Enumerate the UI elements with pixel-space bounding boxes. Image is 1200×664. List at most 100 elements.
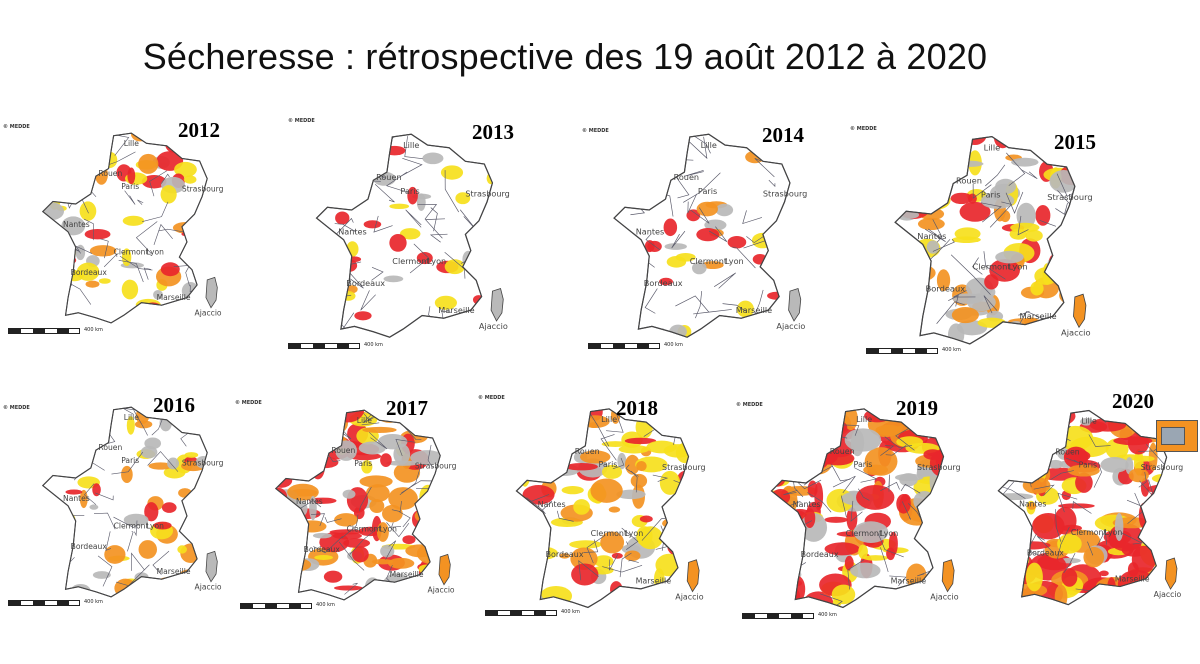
drought-zone: [824, 516, 848, 523]
drought-zone: [556, 418, 575, 433]
city-label-marseille: Marseille: [157, 293, 191, 302]
department-border: [980, 202, 1002, 223]
department-border: [417, 204, 438, 220]
city-label-nantes: Nantes: [636, 226, 665, 236]
department-border: [614, 253, 624, 270]
drought-zone: [952, 136, 968, 146]
drought-zone: [343, 538, 371, 548]
drought-zone: [389, 233, 407, 252]
drought-zone: [477, 254, 493, 271]
drought-zone: [275, 436, 292, 442]
drought-zone: [771, 468, 786, 487]
city-label-rouen: Rouen: [1055, 448, 1079, 457]
drought-zone: [540, 585, 573, 606]
scale-label: 400 km: [364, 342, 383, 348]
department-border: [1120, 532, 1143, 545]
department-border: [847, 559, 865, 590]
department-border: [344, 582, 358, 595]
drought-zone: [659, 470, 681, 495]
city-label-strasbourg: Strasbourg: [182, 184, 224, 193]
drought-zone: [573, 499, 590, 515]
department-border: [405, 209, 422, 228]
department-border: [888, 474, 890, 492]
drought-zone: [639, 515, 653, 523]
drought-zone: [959, 201, 991, 222]
drought-zone: [984, 274, 999, 290]
department-border: [339, 156, 351, 177]
department-border: [850, 500, 863, 522]
drought-zone: [62, 440, 86, 448]
drought-zone: [863, 555, 889, 561]
department-border: [111, 451, 144, 475]
drought-zone: [1054, 584, 1068, 605]
department-border: [948, 294, 959, 307]
drought-zone: [277, 535, 286, 558]
drought-zone: [161, 502, 177, 513]
drought-zone: [630, 473, 648, 488]
map-panel-2012: Lille Rouen Paris Strasbourg Nantes Clermont L…: [5, 118, 245, 333]
department-border: [586, 535, 606, 564]
drought-zone: [667, 537, 689, 557]
drought-zone: [772, 442, 808, 466]
drought-zone: [354, 311, 372, 321]
city-label-clermont: Clermont: [846, 529, 883, 538]
department-border: [49, 557, 66, 576]
drought-zone: [918, 136, 938, 153]
scale-bar: [742, 613, 814, 619]
department-border: [280, 526, 298, 546]
department-border: [668, 134, 680, 148]
department-border: [853, 467, 878, 483]
drought-zone: [547, 432, 561, 454]
drought-zone: [546, 408, 579, 421]
copyright-label: © MEDDE: [582, 128, 609, 134]
drought-zone: [177, 545, 187, 554]
city-label-lille: Lille: [601, 415, 617, 424]
department-border: [42, 423, 56, 459]
department-border: [444, 170, 460, 213]
drought-zone: [820, 408, 836, 435]
department-border: [42, 491, 49, 510]
drought-zone: [334, 513, 359, 527]
department-border: [1035, 430, 1071, 442]
drought-zone: [522, 421, 547, 441]
city-label-ajaccio: Ajaccio: [1154, 590, 1182, 599]
department-border: [62, 133, 91, 156]
drought-zone: [1114, 512, 1124, 542]
drought-zone: [194, 220, 205, 226]
department-border: [885, 445, 907, 456]
drought-zone: [771, 554, 790, 579]
department-border: [609, 554, 619, 571]
city-label-lille: Lille: [984, 142, 1001, 152]
drought-zone: [696, 201, 718, 217]
drought-zone: [409, 584, 430, 597]
drought-zone: [369, 499, 385, 513]
drought-zone: [188, 419, 208, 428]
department-border: [924, 228, 946, 242]
drought-zone: [163, 466, 186, 479]
france-map-2017: Lille Rouen Paris Strasbourg Nantes ClermontL…: [274, 409, 457, 601]
department-border: [1072, 501, 1092, 514]
drought-zone: [906, 264, 936, 282]
drought-zone: [98, 278, 111, 284]
department-border: [318, 157, 342, 182]
department-border: [288, 442, 309, 468]
drought-zone: [275, 410, 283, 427]
drought-zone: [545, 408, 572, 419]
drought-zone: [894, 473, 924, 482]
department-border: [1018, 311, 1047, 326]
department-border: [600, 434, 617, 461]
drought-zone: [824, 542, 860, 556]
department-border: [310, 513, 325, 527]
department-border: [895, 286, 922, 323]
department-border: [895, 252, 916, 269]
drought-zone: [1008, 410, 1038, 416]
drought-zone: [1021, 422, 1052, 451]
department-border: [889, 575, 907, 587]
department-border: [118, 259, 144, 283]
department-border: [972, 183, 992, 199]
city-label-nantes: Nantes: [917, 231, 946, 241]
department-border: [1006, 152, 1026, 186]
department-border: [42, 407, 58, 421]
drought-zone: [1063, 261, 1075, 272]
drought-zone: [144, 502, 159, 522]
